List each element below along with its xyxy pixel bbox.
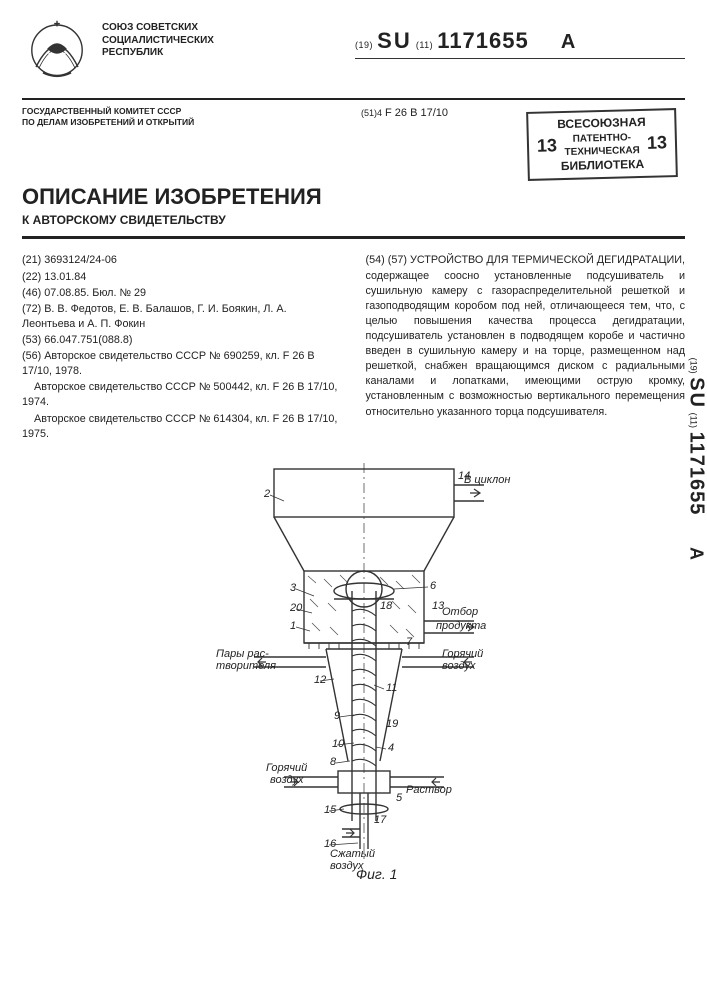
state-emblem-icon xyxy=(22,18,92,88)
title-block: ОПИСАНИЕ ИЗОБРЕТЕНИЯ К АВТОРСКОМУ СВИДЕТ… xyxy=(22,185,685,228)
divider xyxy=(22,98,685,100)
bib-field: Авторское свидетельство СССР № 614304, к… xyxy=(22,412,342,442)
ipc-code: F 26 B 17/10 xyxy=(385,107,448,119)
library-stamp: ВСЕСОЮЗНАЯ 13 ПАТЕНТНО- ТЕХНИЧЕСКАЯ 13 Б… xyxy=(526,108,678,181)
pub-number: 1171655 xyxy=(437,28,528,53)
callout: 16 xyxy=(324,838,337,850)
callout: 7 xyxy=(406,636,413,648)
callout: 4 xyxy=(388,742,394,754)
callout: 8 xyxy=(330,756,337,768)
fig-label: Горячий xyxy=(266,762,307,774)
fig-label: Раствор xyxy=(406,784,452,796)
bib-field: (21) 3693124/24-06 xyxy=(22,253,342,268)
callout: 14 xyxy=(458,470,470,482)
bib-field: Авторское свидетельство СССР № 500442, к… xyxy=(22,380,342,410)
subheader-row: ГОСУДАРСТВЕННЫЙ КОМИТЕТ СССР ПО ДЕЛАМ ИЗ… xyxy=(22,106,685,179)
fig-label: В циклон xyxy=(464,474,510,486)
publication-number: (19) SU (11) 1171655 A xyxy=(355,18,685,59)
pub-country: SU xyxy=(377,28,412,53)
callout: 3 xyxy=(290,582,297,594)
callout: 12 xyxy=(314,674,326,686)
org-line: СОЮЗ СОВЕТСКИХ xyxy=(102,22,214,35)
stamp-number: 13 xyxy=(647,131,668,155)
callout: 6 xyxy=(430,580,437,592)
bib-field: (56) Авторское свидетельство СССР № 6902… xyxy=(22,349,342,379)
org-name: СОЮЗ СОВЕТСКИХ СОЦИАЛИСТИЧЕСКИХ РЕСПУБЛИ… xyxy=(102,18,214,60)
pub-prefix-code: (19) xyxy=(355,40,373,50)
callout: 18 xyxy=(380,600,393,612)
pub-suffix: A xyxy=(561,31,576,53)
fig-label: Пары рас- xyxy=(216,648,269,660)
header-row: СОЮЗ СОВЕТСКИХ СОЦИАЛИСТИЧЕСКИХ РЕСПУБЛИ… xyxy=(22,18,685,88)
stamp-line: ПАТЕНТНО- xyxy=(572,132,631,145)
pub-kind-code: (11) xyxy=(688,413,698,428)
pub-country: SU xyxy=(685,377,707,409)
bib-field: (22) 13.01.84 xyxy=(22,270,342,285)
callout: 2 xyxy=(263,488,270,500)
fig-label: Сжатый xyxy=(330,848,375,860)
abstract-text: (54) (57) УСТРОЙСТВО ДЛЯ ТЕРМИЧЕСКОЙ ДЕГ… xyxy=(366,253,686,419)
callout: 17 xyxy=(374,814,387,826)
doc-title: ОПИСАНИЕ ИЗОБРЕТЕНИЯ xyxy=(22,185,685,208)
committee-line: ПО ДЕЛАМ ИЗОБРЕТЕНИЙ И ОТКРЫТИЙ xyxy=(22,117,282,128)
pub-number: 1171655 xyxy=(685,432,707,516)
org-line: СОЦИАЛИСТИЧЕСКИХ xyxy=(102,35,214,48)
bibliographic-section: (21) 3693124/24-06 (22) 13.01.84 (46) 07… xyxy=(22,253,685,442)
callout: 13 xyxy=(432,600,445,612)
side-publication-number: (19) SU (11) 1171655 A xyxy=(682,358,707,560)
stamp-line: ТЕХНИЧЕСКАЯ xyxy=(564,145,640,158)
callout: 19 xyxy=(386,718,398,730)
committee-line: ГОСУДАРСТВЕННЫЙ КОМИТЕТ СССР xyxy=(22,106,282,117)
stamp-number: 13 xyxy=(537,134,558,158)
figure-1: В циклон Отбор продукта Горячий воздух П… xyxy=(22,461,685,901)
fig-label: воздух xyxy=(270,774,304,786)
callout: 9 xyxy=(334,710,340,722)
committee-name: ГОСУДАРСТВЕННЫЙ КОМИТЕТ СССР ПО ДЕЛАМ ИЗ… xyxy=(22,106,282,127)
emblem-block: СОЮЗ СОВЕТСКИХ СОЦИАЛИСТИЧЕСКИХ РЕСПУБЛИ… xyxy=(22,18,323,88)
callout: 1 xyxy=(290,620,296,632)
stamp-line: БИБЛИОТЕКА xyxy=(537,156,667,175)
ipc-classification: (51)4 F 26 B 17/10 xyxy=(361,106,448,121)
callout: 20 xyxy=(289,602,303,614)
divider xyxy=(22,236,685,239)
fig-label: Отбор xyxy=(442,606,478,618)
ipc-prefix: (51)4 xyxy=(361,108,382,118)
bib-field: (72) В. В. Федотов, Е. В. Балашов, Г. И.… xyxy=(22,302,342,332)
pub-prefix-code: (19) xyxy=(688,358,698,374)
abstract-column: (54) (57) УСТРОЙСТВО ДЛЯ ТЕРМИЧЕСКОЙ ДЕГ… xyxy=(366,253,686,442)
callout: 11 xyxy=(386,682,397,694)
org-line: РЕСПУБЛИК xyxy=(102,47,214,60)
bib-field: (53) 66.047.751(088.8) xyxy=(22,333,342,348)
fig-label: Горячий xyxy=(442,648,483,660)
fig-label: продукта xyxy=(436,620,486,632)
pub-kind-code: (11) xyxy=(416,40,433,50)
bib-field: (46) 07.08.85. Бюл. № 29 xyxy=(22,286,342,301)
technical-drawing-icon: В циклон Отбор продукта Горячий воздух П… xyxy=(174,461,534,881)
figure-caption: Фиг. 1 xyxy=(356,866,397,881)
fig-label: творителя xyxy=(216,660,276,672)
pub-suffix: A xyxy=(686,547,706,560)
doc-subtitle: К АВТОРСКОМУ СВИДЕТЕЛЬСТВУ xyxy=(22,212,685,228)
fig-label: воздух xyxy=(442,660,476,672)
bib-left-column: (21) 3693124/24-06 (22) 13.01.84 (46) 07… xyxy=(22,253,342,442)
callout: 5 xyxy=(396,792,403,804)
